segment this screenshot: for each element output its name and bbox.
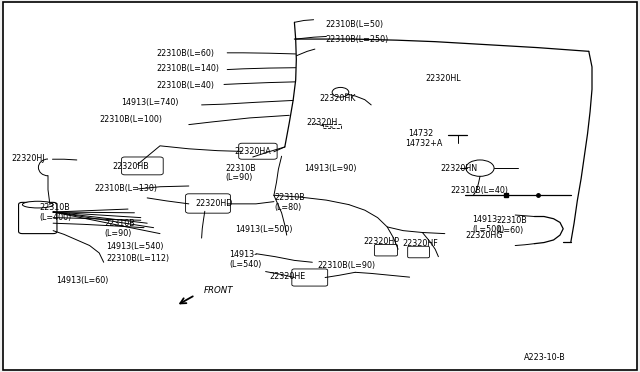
Text: 22320HP: 22320HP xyxy=(363,237,399,246)
Text: 22320HE: 22320HE xyxy=(269,272,306,280)
Text: (L=90): (L=90) xyxy=(104,229,132,238)
FancyBboxPatch shape xyxy=(292,269,328,286)
Text: 22310B: 22310B xyxy=(274,193,305,202)
Text: A223-10-B: A223-10-B xyxy=(524,353,565,362)
Text: 22310B(L=40): 22310B(L=40) xyxy=(157,81,215,90)
Circle shape xyxy=(332,87,349,97)
Text: 22320H: 22320H xyxy=(306,118,337,127)
FancyBboxPatch shape xyxy=(122,157,163,175)
Text: (L=60): (L=60) xyxy=(497,226,524,235)
Text: 22320HF: 22320HF xyxy=(403,239,438,248)
Text: 22310B(L=60): 22310B(L=60) xyxy=(157,49,215,58)
Text: 22310B(L=130): 22310B(L=130) xyxy=(95,184,157,193)
Text: 14913-: 14913- xyxy=(472,215,500,224)
Text: 14913(L=500): 14913(L=500) xyxy=(235,225,292,234)
Text: 22310B(L=90): 22310B(L=90) xyxy=(317,262,376,270)
Text: 22320HL: 22320HL xyxy=(426,74,461,83)
Text: 22310B(L=250): 22310B(L=250) xyxy=(325,35,388,44)
Text: 14732: 14732 xyxy=(408,129,433,138)
Text: 14913(L=60): 14913(L=60) xyxy=(56,276,109,285)
Text: 22310B(L=100): 22310B(L=100) xyxy=(99,115,162,124)
Text: 22320HD: 22320HD xyxy=(196,199,233,208)
Text: 14732+A: 14732+A xyxy=(405,139,442,148)
FancyBboxPatch shape xyxy=(19,202,57,234)
Text: 22310B: 22310B xyxy=(104,219,135,228)
Text: 22310B: 22310B xyxy=(40,203,70,212)
Text: (L=540): (L=540) xyxy=(229,260,262,269)
Text: (L=90): (L=90) xyxy=(225,173,253,182)
FancyBboxPatch shape xyxy=(374,244,397,256)
Text: (L=500): (L=500) xyxy=(472,225,505,234)
FancyBboxPatch shape xyxy=(408,246,429,258)
Text: 22310B(L=140): 22310B(L=140) xyxy=(157,64,220,73)
Text: (L=400): (L=400) xyxy=(40,213,72,222)
Text: 14913(L=90): 14913(L=90) xyxy=(305,164,357,173)
Text: 22320HB: 22320HB xyxy=(112,162,148,171)
Text: 22310B(L=40): 22310B(L=40) xyxy=(451,186,509,195)
Text: 14913(L=740): 14913(L=740) xyxy=(122,98,179,107)
FancyBboxPatch shape xyxy=(239,143,277,159)
Text: 14913-: 14913- xyxy=(229,250,257,259)
Text: 22320HJ: 22320HJ xyxy=(12,154,45,163)
Text: 22310B: 22310B xyxy=(497,216,527,225)
Text: FRONT: FRONT xyxy=(204,286,233,295)
Circle shape xyxy=(466,160,494,176)
Text: 22320HK: 22320HK xyxy=(319,94,356,103)
Text: 22320HN: 22320HN xyxy=(440,164,477,173)
Text: (L=80): (L=80) xyxy=(274,203,301,212)
Ellipse shape xyxy=(22,201,53,208)
Text: 22320HG: 22320HG xyxy=(465,231,503,240)
Text: 14913(L=540): 14913(L=540) xyxy=(106,242,164,251)
Text: 22310B(L=112): 22310B(L=112) xyxy=(106,254,170,263)
FancyBboxPatch shape xyxy=(186,194,230,213)
Text: 22320HA: 22320HA xyxy=(234,147,271,155)
Text: 22310B: 22310B xyxy=(225,164,256,173)
Bar xyxy=(323,124,341,128)
Text: 22310B(L=50): 22310B(L=50) xyxy=(325,20,383,29)
